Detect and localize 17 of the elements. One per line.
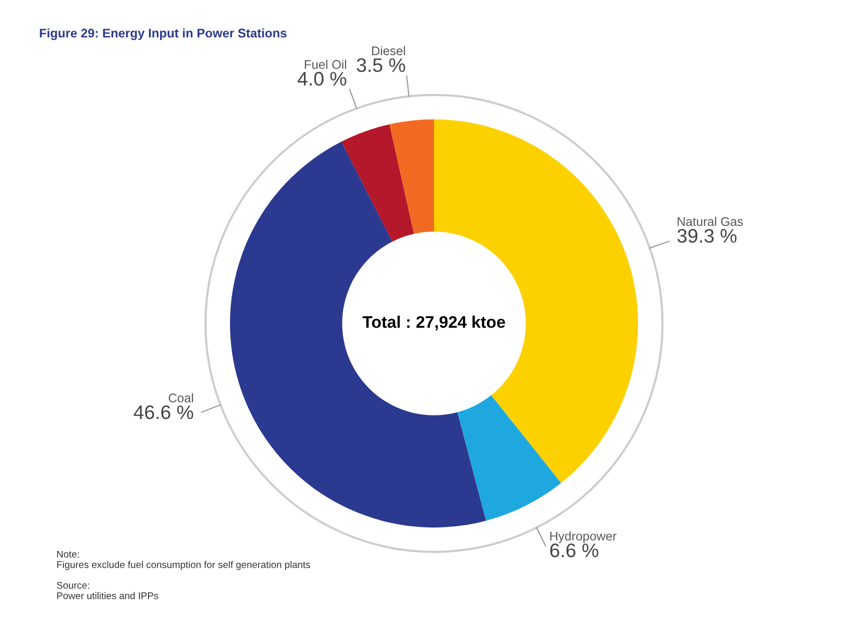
donut-slice	[389, 119, 434, 234]
slice-label: Hydropower	[550, 531, 616, 544]
source-note: Source: Power utilities and IPPs	[56, 582, 158, 600]
slice-label: Natural Gas	[678, 216, 743, 226]
chart-title: Figure 29: Energy Input in Power Stations	[40, 28, 286, 40]
text: Total : 27,924 ktoe	[362, 316, 506, 330]
data-label: 6.6 %	[550, 544, 598, 558]
data-label: 46.6 %	[134, 405, 194, 420]
donut-slice	[457, 395, 562, 521]
data-label: 3.5 %	[356, 58, 406, 72]
slice-label: Diesel	[372, 46, 405, 56]
data-label: 4.0 %	[298, 72, 346, 86]
text: Note: Figures exclude fuel consumption for self generation plants	[57, 550, 310, 570]
slice-label: Fuel Oil	[304, 60, 346, 69]
donut-slice	[341, 124, 414, 242]
data-label: 39.3 %	[677, 228, 737, 243]
slice-label: Coal	[168, 393, 193, 402]
